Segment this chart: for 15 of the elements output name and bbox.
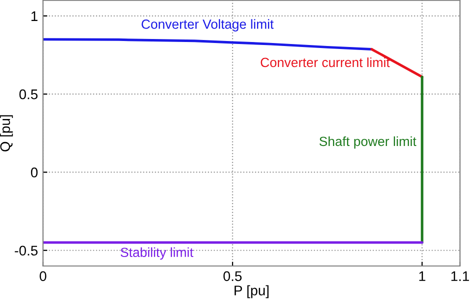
line-series [43, 38, 373, 50]
x-axis-title: P [pu] [234, 285, 269, 298]
y-tick-label: -0.5 [14, 246, 38, 256]
y-tick-label: 0 [30, 168, 38, 178]
y-axis-title: Q [pu] [0, 115, 13, 152]
x-tick-label: 0 [40, 271, 46, 282]
x-tick-label: 1.1 [451, 271, 469, 281]
series-label: Stability limit [120, 247, 194, 260]
series-label: Shaft power limit [319, 136, 416, 149]
series-label: Converter Voltage limit [142, 19, 274, 32]
y-tick-label: 1 [31, 11, 38, 21]
x-tick-label: 0.5 [223, 271, 242, 282]
y-tick-label: 0.5 [19, 89, 38, 100]
x-tick-label: 1 [419, 271, 426, 281]
series-label: Converter current limit [260, 57, 390, 68]
